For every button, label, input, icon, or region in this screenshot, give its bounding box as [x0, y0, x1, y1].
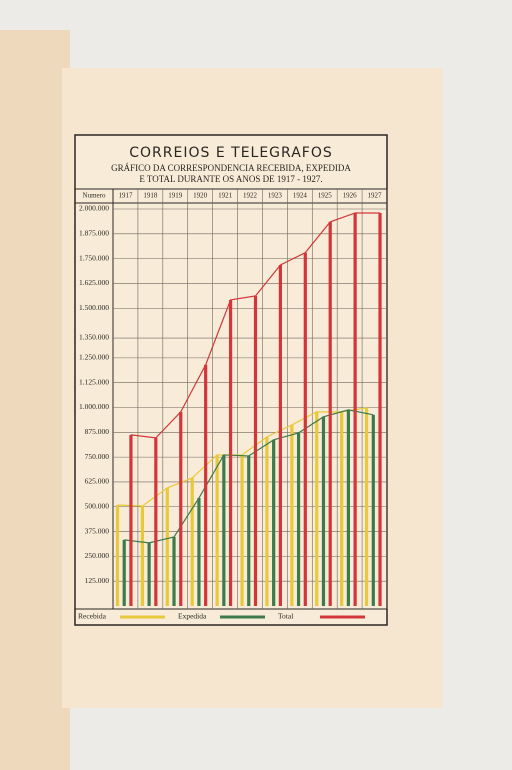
x-tick-label: 1923 — [268, 192, 283, 200]
bar — [240, 454, 244, 606]
bar — [253, 295, 258, 606]
y-tick-label: 1.625.000 — [79, 278, 109, 287]
legend-label: Expedida — [178, 612, 207, 621]
bar — [303, 252, 307, 607]
y-tick-label: 625.000 — [85, 477, 110, 486]
bar — [346, 409, 350, 606]
bar — [328, 221, 332, 606]
y-tick-label: 500.000 — [85, 501, 110, 510]
bar — [115, 504, 120, 606]
bar — [371, 414, 375, 606]
x-tick-label: 1921 — [218, 192, 233, 200]
bar — [278, 264, 282, 606]
legend-label: Total — [278, 612, 293, 621]
series-line — [117, 407, 367, 507]
bar — [222, 454, 226, 606]
x-tick-label: 1926 — [343, 192, 358, 200]
x-tick-label: 1927 — [368, 192, 383, 200]
left-page — [0, 30, 70, 770]
y-tick-label: 1.350.000 — [79, 333, 109, 342]
bar — [340, 411, 344, 606]
bar — [172, 536, 176, 606]
y-tick-label: 1.875.000 — [79, 229, 109, 238]
y-tick-label: 375.000 — [85, 526, 110, 535]
bar — [364, 407, 369, 606]
y-tick-label: 250.000 — [85, 551, 110, 560]
bar — [122, 539, 126, 606]
bar — [321, 416, 326, 606]
y-tick-label: 1.000.000 — [79, 402, 109, 411]
bar — [215, 454, 219, 606]
bar — [140, 505, 144, 606]
bar — [315, 411, 319, 606]
bar — [147, 542, 151, 606]
bar — [204, 364, 208, 606]
chart-subtitle: GRÁFICO DA CORRESPONDENCIA RECEBIDA, EXP… — [111, 163, 351, 173]
y-tick-label: 1.250.000 — [79, 353, 109, 362]
y-tick-label: 1.750.000 — [79, 253, 109, 262]
bar — [378, 212, 382, 606]
bar — [190, 477, 194, 606]
series-line — [130, 212, 381, 439]
y-tick-label: 1.125.000 — [79, 377, 109, 386]
y-tick-label: 875.000 — [85, 427, 110, 436]
y-tick-label: 2.000.000 — [79, 204, 109, 213]
bar — [247, 455, 251, 606]
bar — [179, 411, 183, 606]
bar — [228, 299, 233, 606]
y-tick-label: 1.500.000 — [79, 303, 109, 312]
bar — [290, 424, 294, 606]
y-tick-label: 125.000 — [85, 576, 110, 585]
bar — [265, 436, 269, 606]
bar — [154, 437, 158, 606]
chart-subtitle: E TOTAL DURANTE OS ANOS DE 1917 - 1927. — [139, 174, 322, 184]
legend-label: Recebida — [78, 612, 107, 621]
x-tick-label: 1919 — [168, 192, 183, 200]
y-tick-label: 750.000 — [85, 452, 110, 461]
x-tick-label: 1917 — [118, 192, 133, 200]
bar — [272, 439, 276, 606]
chart-title: CORREIOS E TELEGRAFOS — [129, 145, 332, 161]
bar — [197, 498, 201, 606]
bar — [129, 434, 133, 606]
x-tick-label: 1924 — [293, 192, 308, 200]
y-header: Numero — [83, 192, 106, 200]
x-tick-label: 1918 — [143, 192, 158, 200]
x-tick-label: 1922 — [243, 192, 258, 200]
x-tick-label: 1920 — [193, 192, 208, 200]
bar — [165, 487, 169, 606]
bar — [296, 432, 301, 606]
bar — [353, 212, 357, 606]
x-tick-label: 1925 — [318, 192, 333, 200]
